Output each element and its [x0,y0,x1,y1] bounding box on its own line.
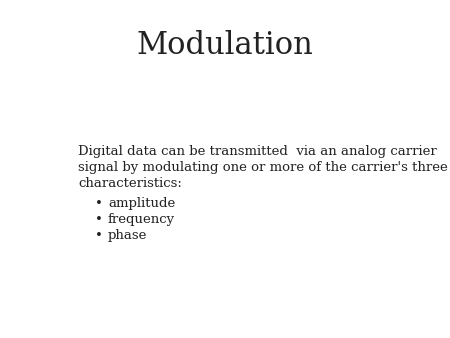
Text: signal by modulating one or more of the carrier's three: signal by modulating one or more of the … [78,161,448,174]
Text: •: • [95,229,103,242]
Text: Modulation: Modulation [136,30,314,61]
Text: amplitude: amplitude [108,197,175,210]
Text: •: • [95,213,103,226]
Text: phase: phase [108,229,148,242]
Text: frequency: frequency [108,213,175,226]
Text: •: • [95,197,103,210]
Text: characteristics:: characteristics: [78,177,182,190]
Text: Digital data can be transmitted  via an analog carrier: Digital data can be transmitted via an a… [78,145,437,158]
